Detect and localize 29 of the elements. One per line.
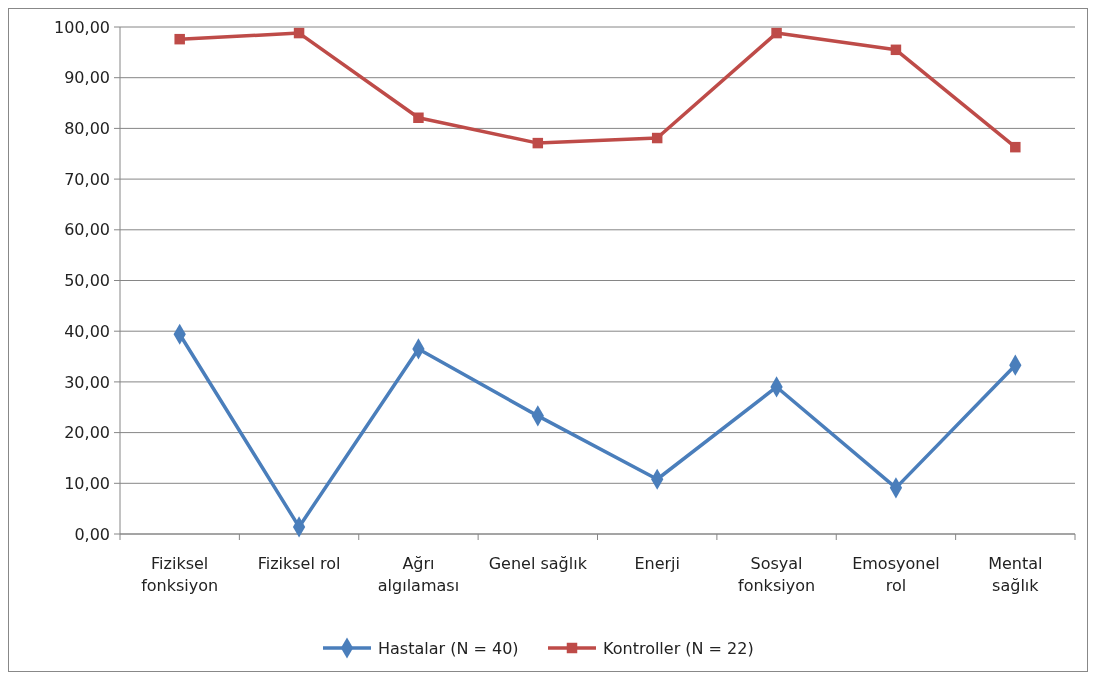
y-tick-label: 40,00: [64, 321, 110, 341]
y-tick-label: 50,00: [64, 271, 110, 291]
x-tick-label: Sosyal fonksiyon: [738, 554, 816, 595]
point: [532, 137, 544, 149]
y-tick-label: 80,00: [64, 119, 110, 138]
point: [1010, 141, 1021, 153]
y-tick-label: 60,00: [64, 220, 110, 240]
y-tick-label: 30,00: [64, 372, 110, 392]
x-tick-label: Fiziksel fonksiyon: [141, 554, 219, 595]
y-tick-label: 0,00: [74, 524, 110, 544]
x-tick-label: Enerji: [634, 554, 680, 573]
point: [174, 33, 185, 45]
point: [293, 27, 305, 39]
point: [771, 27, 782, 39]
x-tick-label: Mental sağlık: [988, 554, 1043, 595]
point: [890, 44, 902, 56]
y-tick-label: 100,00: [54, 17, 110, 37]
x-tick-label: Emosyonel rol: [852, 554, 940, 595]
legend-label: Kontroller (N = 22): [603, 638, 754, 658]
x-tick-label: Fiziksel rol: [257, 554, 341, 573]
y-tick-label: 20,00: [64, 423, 110, 443]
x-tick-label: Genel sağlık: [488, 554, 588, 573]
y-tick-label: 10,00: [64, 473, 110, 493]
point: [651, 132, 663, 144]
x-tick-label: Ağrı algılaması: [377, 554, 460, 595]
legend-label: Hastalar (N = 40): [378, 638, 519, 658]
point: [413, 112, 424, 123]
y-tick-label: 70,00: [64, 169, 110, 189]
y-tick-label: 90,00: [64, 68, 110, 88]
